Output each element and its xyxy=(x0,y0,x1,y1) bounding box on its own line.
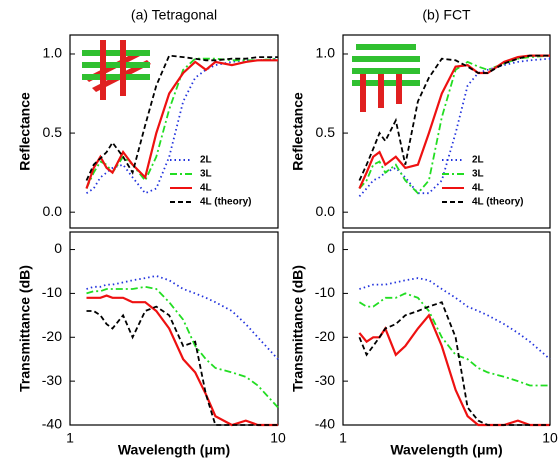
series-line xyxy=(85,54,278,181)
series-line xyxy=(86,57,279,195)
legend-label: 2L xyxy=(472,155,484,166)
legend-label: 4L xyxy=(200,183,212,194)
x-tick-label: 1 xyxy=(339,430,347,446)
y-axis-label: Reflectance xyxy=(290,92,306,171)
y-tick-label: 1.0 xyxy=(316,45,336,61)
y-tick-label: -30 xyxy=(315,372,335,388)
series-line xyxy=(86,305,278,426)
legend-label: 4L xyxy=(472,183,484,194)
x-axis-label: Wavelength (μm) xyxy=(390,442,502,458)
y-axis-label: Transmittance (dB) xyxy=(290,265,306,392)
y-tick-label: 0.0 xyxy=(316,203,336,219)
legend-label: 3L xyxy=(472,169,484,180)
legend-label: 4L (theory) xyxy=(472,197,524,208)
y-tick-label: -10 xyxy=(315,284,335,300)
series-line xyxy=(358,57,551,198)
y-tick-label: 0 xyxy=(327,240,335,256)
series-line xyxy=(358,313,550,427)
y-tick-label: 0.5 xyxy=(43,124,63,140)
series-line xyxy=(358,54,550,181)
y-tick-label: 0.5 xyxy=(316,124,336,140)
y-axis-label: Reflectance xyxy=(17,92,33,171)
y-axis-label: Transmittance (dB) xyxy=(17,265,33,392)
x-axis-label: Wavelength (μm) xyxy=(118,442,230,458)
panel-title: (a) Tetragonal xyxy=(131,7,217,23)
plot-frame xyxy=(342,231,551,426)
x-tick-label: 10 xyxy=(270,430,286,446)
series-line xyxy=(358,301,550,426)
legend-label: 3L xyxy=(200,169,212,180)
y-tick-label: -10 xyxy=(42,284,62,300)
plot-frame xyxy=(342,34,551,229)
inset-woodpile-a xyxy=(82,40,151,100)
y-tick-label: -20 xyxy=(315,328,335,344)
y-tick-label: -40 xyxy=(42,416,62,432)
inset-woodpile-b xyxy=(352,44,420,112)
plot-frame xyxy=(69,34,279,229)
series-line xyxy=(359,277,551,360)
panel-title: (b) FCT xyxy=(422,7,471,23)
series-line xyxy=(358,54,550,189)
y-tick-label: 0 xyxy=(54,240,62,256)
legend-label: 2L xyxy=(200,155,212,166)
y-tick-label: -20 xyxy=(42,328,62,344)
series-line xyxy=(86,274,279,360)
series-line xyxy=(86,285,279,409)
y-tick-label: -40 xyxy=(315,416,335,432)
y-tick-label: 0.0 xyxy=(43,203,63,219)
series-line xyxy=(358,292,550,387)
series-line xyxy=(86,294,278,427)
legend-label: 4L (theory) xyxy=(200,197,252,208)
series-line xyxy=(358,54,551,195)
x-tick-label: 10 xyxy=(542,430,558,446)
plot-frame xyxy=(69,231,279,426)
y-tick-label: -30 xyxy=(42,372,62,388)
series-line xyxy=(85,59,278,189)
x-tick-label: 1 xyxy=(66,430,74,446)
y-tick-label: 1.0 xyxy=(43,45,63,61)
